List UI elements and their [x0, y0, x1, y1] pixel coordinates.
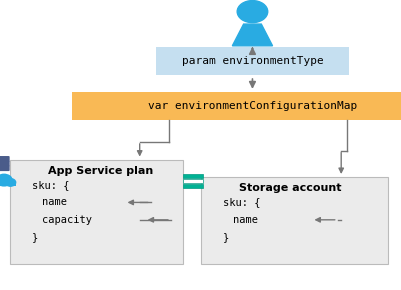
FancyBboxPatch shape [0, 156, 10, 162]
Text: }: } [223, 232, 229, 242]
FancyBboxPatch shape [0, 165, 10, 171]
Text: App Service plan: App Service plan [48, 166, 153, 175]
FancyBboxPatch shape [10, 160, 182, 264]
Circle shape [0, 178, 3, 186]
FancyBboxPatch shape [183, 174, 202, 178]
Text: name: name [42, 197, 67, 207]
Text: sku: {: sku: { [223, 197, 260, 207]
Text: capacity: capacity [42, 215, 92, 225]
Text: var environmentConfigurationMap: var environmentConfigurationMap [148, 101, 356, 111]
FancyBboxPatch shape [183, 184, 202, 188]
Text: name: name [233, 215, 257, 225]
Text: Storage account: Storage account [239, 183, 341, 193]
Circle shape [0, 174, 12, 186]
Text: }: } [32, 232, 38, 242]
Polygon shape [232, 24, 272, 46]
FancyBboxPatch shape [156, 47, 348, 75]
FancyBboxPatch shape [183, 179, 202, 183]
Circle shape [237, 1, 267, 23]
FancyBboxPatch shape [0, 181, 16, 186]
FancyBboxPatch shape [71, 92, 401, 119]
FancyBboxPatch shape [0, 161, 10, 166]
Circle shape [5, 179, 16, 186]
Text: param environmentType: param environmentType [181, 56, 322, 66]
Text: sku: {: sku: { [32, 180, 69, 190]
FancyBboxPatch shape [200, 177, 387, 264]
